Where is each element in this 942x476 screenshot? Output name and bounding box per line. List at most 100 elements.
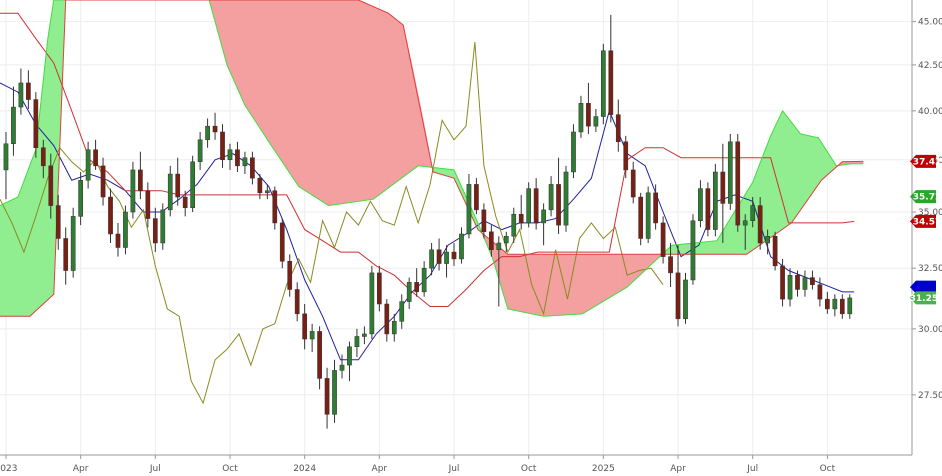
candle-body (503, 235, 509, 244)
candle-body (167, 173, 173, 211)
price-badge-label: 31.250 (910, 294, 942, 304)
candle-body (481, 209, 487, 233)
candle-body (264, 190, 270, 194)
candle-body (115, 233, 121, 248)
candle-body (444, 251, 449, 264)
candle-body (100, 165, 106, 198)
candle-body (391, 321, 397, 335)
candle-body (414, 282, 420, 293)
candle-body (787, 274, 793, 300)
candle-body (123, 211, 128, 248)
candle-body (705, 188, 711, 230)
y-tick-label: 40.00 (918, 107, 942, 117)
candle-body (160, 209, 166, 244)
candle-body (40, 147, 46, 167)
candle-body (586, 103, 591, 127)
candle-body (825, 298, 830, 310)
candle-body (302, 313, 308, 340)
candle-body (242, 157, 248, 167)
candle-body (720, 171, 726, 204)
price-badge (910, 280, 936, 294)
candle-body (727, 141, 733, 204)
candle-body (847, 297, 853, 315)
price-badge (910, 214, 936, 228)
candle-body (197, 139, 203, 163)
candle-body (421, 267, 427, 293)
candle-body (78, 179, 83, 217)
candle-body (33, 99, 39, 148)
candle-body (645, 192, 651, 239)
candles (3, 14, 853, 429)
candle-body (638, 196, 644, 239)
x-tick-label: Apr (670, 464, 686, 474)
candle-body (93, 149, 98, 167)
candle-body (48, 165, 54, 206)
price-badges: 37.42 35.72 34.57 31.250 (910, 154, 942, 305)
candle-body (182, 196, 188, 208)
chikou-line (0, 42, 664, 405)
grid (0, 0, 912, 455)
x-tick-label: 2025 (592, 464, 615, 474)
candle-body (675, 272, 681, 320)
x-tick-label: 2023 (0, 464, 17, 474)
candle-body (742, 220, 748, 226)
price-badge (910, 291, 936, 305)
candle-body (347, 346, 352, 366)
candle-body (660, 222, 666, 257)
candle-body (332, 370, 337, 415)
candle-body (556, 184, 561, 226)
candle-body (690, 220, 696, 281)
y-tick-label: 42.50 (918, 61, 942, 71)
candle-body (459, 233, 464, 260)
candle-body (257, 177, 263, 194)
candle-body (526, 188, 532, 224)
candle-body (623, 141, 629, 171)
x-tick-label: Jul (149, 464, 161, 474)
candle-body (563, 171, 569, 226)
candle-body (376, 272, 382, 305)
candle-body (780, 265, 785, 300)
candle-body (362, 333, 367, 337)
candle-body (11, 106, 16, 145)
candle-body (205, 125, 210, 141)
y-tick-label: 30.00 (918, 325, 942, 335)
candle-body (466, 184, 472, 235)
candle-body (70, 216, 76, 271)
candle-body (138, 169, 143, 191)
candle-body (235, 149, 240, 167)
candle-body (750, 205, 756, 221)
candle-body (683, 279, 688, 320)
price-badge-label: 37.42 (913, 157, 941, 167)
candle-body (18, 82, 24, 108)
candle-body (227, 149, 233, 161)
x-tick-label: Jul (448, 464, 460, 474)
candle-body (713, 171, 718, 230)
candle-body (802, 277, 808, 290)
x-tick-label: Oct (820, 464, 836, 474)
candle-body (26, 82, 31, 100)
candle-body (339, 364, 345, 371)
candle-body (85, 149, 91, 181)
price-badge-label: 34.57 (913, 217, 941, 227)
candle-body (601, 50, 606, 117)
candle-body (130, 169, 136, 213)
candle-body (593, 116, 599, 127)
candle-body (436, 249, 442, 264)
x-tick-label: Apr (73, 464, 89, 474)
candle-body (63, 238, 69, 271)
candle-body (496, 242, 502, 251)
candle-body (55, 205, 61, 239)
candle-body (668, 256, 673, 274)
span-a-line (0, 0, 864, 317)
candle-body (354, 336, 360, 348)
candle-body (839, 298, 845, 315)
candle-body (108, 196, 113, 235)
candle-body (220, 131, 225, 161)
candle-body (429, 249, 434, 269)
candle-body (832, 298, 838, 310)
candle-body (152, 218, 158, 244)
y-tick-label: 32.50 (918, 264, 942, 274)
candle-body (511, 213, 517, 237)
candle-body (279, 222, 285, 262)
candle-body (212, 125, 218, 133)
